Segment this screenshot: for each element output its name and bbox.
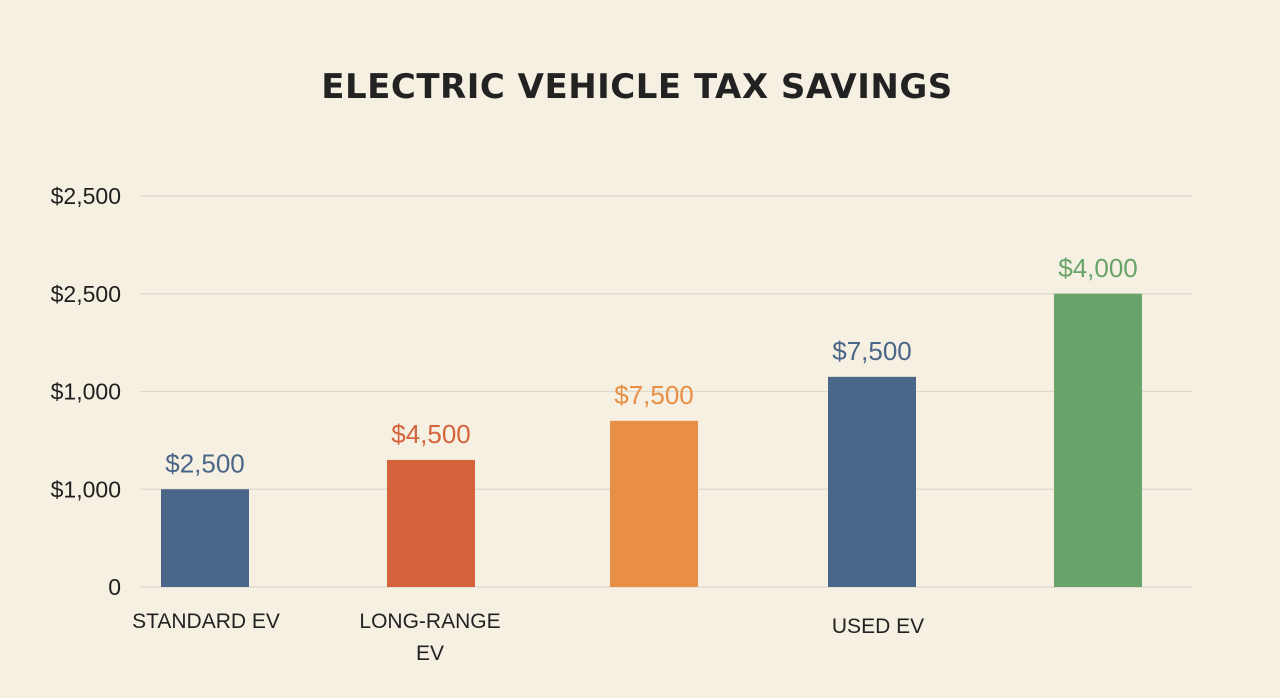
value-label-3: $7,500 — [832, 336, 912, 366]
bar-3 — [828, 376, 916, 587]
y-tick-label-2: $1,000 — [51, 379, 121, 405]
value-labels: $2,500 $4,500 $7,500 $7,500 $4,000 — [165, 253, 1138, 479]
y-tick-label-1: $1,000 — [51, 476, 121, 502]
category-labels: STANDARD EV LONG-RANGE EV USED EV — [132, 610, 924, 665]
bar-0 — [161, 489, 249, 587]
chart-title: ELECTRIC VEHICLE TAX SAVINGS — [321, 67, 952, 107]
bar-1 — [387, 459, 475, 587]
bar-4 — [1054, 293, 1142, 587]
y-axis-ticks: 0 $1,000 $1,000 $2,500 $2,500 — [51, 183, 121, 600]
y-tick-label-0: 0 — [108, 574, 121, 600]
y-tick-label-4: $2,500 — [51, 183, 121, 209]
category-label-3: USED EV — [832, 615, 924, 638]
bars — [161, 293, 1142, 587]
value-label-2: $7,500 — [614, 380, 694, 410]
value-label-1: $4,500 — [391, 419, 471, 449]
value-label-0: $2,500 — [165, 448, 245, 478]
grid-lines — [140, 195, 1192, 588]
bar-2 — [610, 420, 698, 587]
category-label-1: LONG-RANGE EV — [359, 610, 500, 665]
category-label-0: STANDARD EV — [132, 610, 280, 633]
value-label-4: $4,000 — [1058, 253, 1138, 283]
y-tick-label-3: $2,500 — [51, 281, 121, 307]
